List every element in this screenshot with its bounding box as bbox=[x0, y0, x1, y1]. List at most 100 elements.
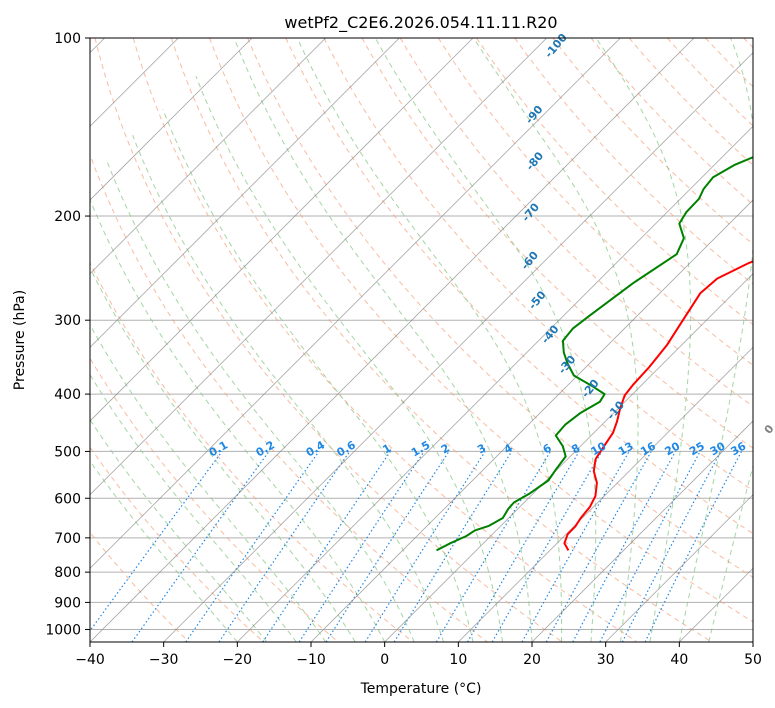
mixing-ratio-label: 0.1 bbox=[207, 438, 230, 459]
mixing-ratio-label: 8 bbox=[569, 441, 582, 456]
y-tick-label: 600 bbox=[54, 491, 81, 507]
isotherm-line bbox=[90, 38, 400, 348]
y-tick-label: 400 bbox=[54, 387, 81, 403]
mixing-ratio-label: 2 bbox=[439, 441, 452, 456]
x-tick-label: 50 bbox=[744, 652, 762, 668]
plot-frame bbox=[89, 37, 754, 643]
x-tick-label: 10 bbox=[449, 652, 467, 668]
dry-adiabat-line bbox=[743, 38, 753, 49]
profile-series bbox=[436, 156, 753, 552]
dry-adiabat-label: -100 bbox=[542, 31, 570, 61]
y-tick-label: 100 bbox=[54, 31, 81, 47]
x-tick-label: −10 bbox=[296, 652, 326, 668]
mixing-ratio-line bbox=[298, 451, 425, 642]
y-tick-label: 200 bbox=[54, 209, 81, 225]
mixing-ratio-line bbox=[185, 451, 320, 642]
isotherm-line bbox=[90, 38, 695, 642]
moist-adiabat-line bbox=[90, 266, 356, 642]
isotherm-line bbox=[310, 199, 753, 642]
mixing-ratio-label: 6 bbox=[541, 441, 554, 456]
isotherm-line bbox=[90, 38, 547, 496]
mixing-ratio-label: 13 bbox=[616, 439, 636, 458]
dry-adiabat-line bbox=[399, 38, 753, 408]
isotherm-line bbox=[384, 273, 753, 642]
dry-adiabat-line bbox=[361, 38, 753, 449]
isotherm-line bbox=[458, 346, 753, 642]
moist-adiabat-line bbox=[595, 38, 692, 642]
mixing-ratio-line bbox=[90, 451, 223, 632]
dry-adiabat-line bbox=[209, 38, 753, 623]
isotherm-line bbox=[679, 567, 753, 642]
pressure-gridlines bbox=[90, 38, 753, 630]
isotherm-line bbox=[237, 125, 753, 642]
isotherms bbox=[90, 38, 753, 642]
mixing-ratio-label: 16 bbox=[638, 439, 658, 458]
moist-adiabat-line bbox=[296, 38, 563, 642]
isotherm-line bbox=[90, 38, 253, 201]
x-tick-label: −40 bbox=[75, 652, 105, 668]
mixing-ratio-label: 0.2 bbox=[254, 438, 277, 459]
y-tick-label: 500 bbox=[54, 444, 81, 460]
mixing-ratio-lines bbox=[90, 451, 743, 642]
isotherm-line bbox=[90, 38, 474, 422]
isotherm-line bbox=[90, 38, 326, 275]
isotherm-line bbox=[163, 52, 753, 642]
dry-adiabat-line bbox=[132, 38, 638, 642]
x-tick-label: 30 bbox=[597, 652, 615, 668]
moist-adiabat-line bbox=[90, 373, 297, 642]
dry-adiabat-line bbox=[667, 38, 753, 127]
isotherm-line bbox=[90, 38, 621, 569]
dry-adiabat-label: -50 bbox=[526, 288, 549, 312]
dry-adiabat-line bbox=[94, 38, 563, 642]
dry-adiabat-label: -40 bbox=[539, 322, 562, 346]
moist-adiabat-line bbox=[90, 198, 386, 642]
y-tick-label: 300 bbox=[54, 313, 81, 329]
dry-adiabat-line bbox=[285, 38, 753, 535]
moist-adiabat-line bbox=[678, 38, 753, 642]
mixing-ratio-label: 1 bbox=[380, 441, 393, 456]
moist-adiabat-line bbox=[473, 38, 639, 642]
mixing-ratio-label: 25 bbox=[687, 439, 707, 458]
y-axis-ticks: 100 200 300 400 500 600 700 800 900 1000 bbox=[45, 31, 90, 638]
dry-adiabat-line bbox=[170, 38, 712, 642]
dry-adiabat-line bbox=[590, 38, 753, 206]
moist-adiabat-line bbox=[708, 463, 753, 642]
mixing-ratio-line bbox=[262, 451, 391, 642]
dewpoint-line bbox=[436, 156, 753, 552]
moist-adiabat-line bbox=[106, 161, 415, 642]
mixing-ratio-line bbox=[393, 451, 513, 642]
mixing-ratio-label: 0.4 bbox=[304, 438, 328, 459]
mixing-ratio-label: 30 bbox=[708, 439, 728, 458]
moist-adiabat-line bbox=[90, 323, 327, 642]
mixing-ratio-label: 1.5 bbox=[409, 438, 432, 459]
mixing-ratio-line bbox=[644, 451, 743, 642]
y-tick-label: 1000 bbox=[45, 622, 81, 638]
y-tick-label: 800 bbox=[54, 565, 81, 581]
dry-adiabat-line bbox=[628, 38, 753, 166]
mixing-ratio-line bbox=[572, 451, 677, 642]
dry-adiabat-label: -60 bbox=[518, 249, 541, 273]
mixing-ratio-line bbox=[218, 451, 351, 642]
y-tick-label: 700 bbox=[54, 531, 81, 547]
dry-adiabat-line bbox=[90, 153, 488, 642]
mixing-ratio-label: 0.6 bbox=[335, 438, 359, 459]
dry-adiabat-line bbox=[552, 38, 753, 245]
dry-adiabat-line bbox=[90, 531, 190, 642]
x-axis-label: Temperature (°C) bbox=[360, 681, 482, 697]
dry-adiabat-line bbox=[514, 38, 753, 285]
moist-adiabat-line bbox=[233, 38, 533, 642]
dry-adiabat-line bbox=[476, 38, 753, 326]
isotherm-line bbox=[605, 494, 753, 642]
dry-adiabat-line bbox=[247, 38, 753, 578]
x-tick-label: 0 bbox=[380, 652, 389, 668]
y-tick-label: 900 bbox=[54, 595, 81, 611]
dry-adiabat-line bbox=[90, 446, 264, 642]
y-axis-label: Pressure (hPa) bbox=[12, 290, 28, 390]
dry-adiabat-line bbox=[90, 261, 414, 642]
moist-adiabat-line bbox=[90, 460, 238, 642]
x-axis-ticks: −40 −30 −20 −10 0 10 20 30 40 50 bbox=[75, 642, 762, 668]
isotherm-line bbox=[752, 641, 753, 642]
moist-adiabat-line bbox=[132, 135, 445, 642]
mixing-ratio-line bbox=[545, 451, 652, 642]
